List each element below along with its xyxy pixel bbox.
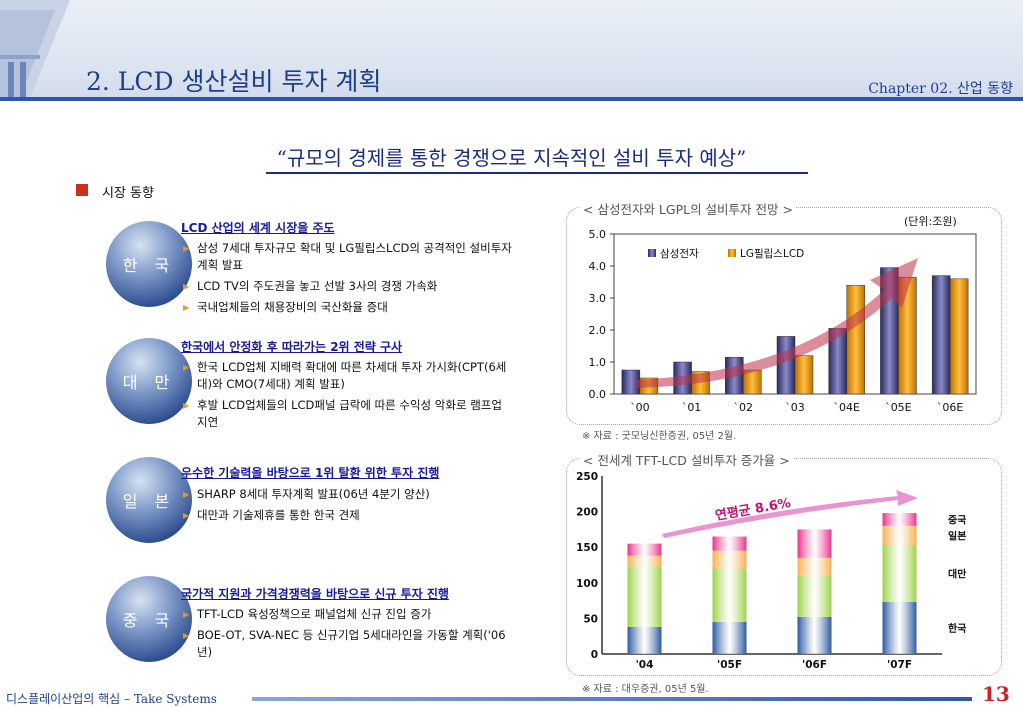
- region-heading-taiwan: 한국에서 안정화 후 따라가는 2위 전략 구사: [181, 340, 403, 354]
- y-tick-label: 250: [576, 471, 598, 483]
- page-title: 2. LCD 생산설비 투자 계획: [86, 67, 382, 96]
- series-label: 한국: [948, 623, 966, 635]
- bullet-item: 한국 LCD업체 지배력 확대에 따른 차세대 투자 가시화(CPT(6세대)와…: [183, 359, 515, 393]
- y-tick-label: 0.0: [589, 388, 607, 401]
- chart1-unit: (단위:조원): [904, 215, 957, 228]
- series-label: 대만: [948, 568, 967, 581]
- stacked-segment-대만: [797, 575, 832, 617]
- investment-forecast-chart: 0.0 1.0 2.0 3.0 4.0 5.0 `00 `01 `02 `03 `04E `05E `0…: [589, 228, 977, 414]
- bar-삼성전자: [776, 336, 796, 395]
- chart1-source: ※ 자료 : 굿모닝신한증권, 05년 2월.: [582, 431, 737, 442]
- bullet-item: 대만과 기술제휴를 통한 한국 견제: [183, 507, 518, 524]
- y-tick-label: 2.0: [589, 324, 607, 337]
- stacked-segment-중국: [797, 529, 832, 558]
- stacked-segment-일본: [627, 555, 662, 567]
- chart1-title: < 삼성전자와 LGPL의 설비투자 전망 >: [580, 199, 796, 218]
- footer-divider: [252, 697, 972, 701]
- growth-arrow: [636, 258, 918, 388]
- region-bullets-china: TFT-LCD 육성정책으로 패널업체 신규 진입 증가 BOE-OT, SVA…: [183, 606, 515, 665]
- bullet-item: 국내업체들의 채용장비의 국산화율 증대: [183, 299, 513, 316]
- x-tick-label: `04E: [833, 401, 859, 414]
- stacked-segment-일본: [797, 557, 832, 576]
- stacked-segment-중국: [712, 536, 747, 551]
- series-label: 일본: [948, 529, 966, 542]
- region-circle-taiwan: 대 만: [106, 338, 192, 424]
- bullet-item: SHARP 8세대 투자계획 발표(06년 4분기 양산): [183, 486, 518, 503]
- chapter-label: Chapter 02. 산업 동향: [868, 81, 1013, 97]
- x-tick-label: '05F: [717, 659, 742, 671]
- x-tick-label: `05E: [885, 401, 911, 414]
- x-tick-label: `00: [630, 401, 650, 414]
- headline-quote: “규모의 경제를 통한 경쟁으로 지속적인 설비 투자 예상”: [276, 146, 747, 170]
- x-tick-label: `02: [734, 401, 754, 414]
- stacked-segment-일본: [712, 550, 747, 569]
- x-tick-label: '07F: [887, 659, 912, 671]
- page-number: 13: [982, 682, 1010, 706]
- stacked-segment-중국: [627, 543, 662, 556]
- legend-label: 삼성전자: [660, 248, 699, 260]
- stacked-segment-한국: [882, 602, 917, 654]
- bar-LG필립스LCD: [949, 278, 969, 395]
- x-tick-label: `06E: [937, 401, 963, 414]
- y-tick-label: 5.0: [589, 228, 607, 241]
- headline-underline: [266, 172, 808, 174]
- stacked-segment-대만: [712, 568, 747, 622]
- legend-swatch: [728, 249, 736, 257]
- stacked-segment-한국: [712, 621, 747, 654]
- header-background: [0, 0, 1023, 98]
- region-circle-japan: 일 본: [106, 457, 192, 543]
- header-divider: [0, 97, 1023, 101]
- bar-LG필립스LCD: [846, 284, 865, 395]
- y-tick-label: 50: [583, 613, 598, 625]
- stacked-segment-일본: [882, 525, 917, 546]
- bullet-item: 후발 LCD업체들의 LCD패널 급락에 따른 수익성 악화로 램프업 지연: [183, 397, 515, 431]
- x-tick-label: `01: [682, 401, 702, 414]
- bar-삼성전자: [931, 275, 951, 395]
- x-tick-label: '04: [636, 659, 654, 671]
- chart2-source: ※ 자료 : 대우증권, 05년 5월.: [582, 684, 709, 695]
- x-tick-label: `03: [785, 401, 805, 414]
- region-circle-china: 중 국: [106, 576, 192, 662]
- header-logo-graphic: [0, 0, 70, 98]
- stacked-segment-한국: [627, 626, 662, 654]
- bullet-item: LCD TV의 주도권을 놓고 선발 3사의 경쟁 가속화: [183, 278, 513, 295]
- growth-arrow: [662, 490, 918, 538]
- bullet-item: TFT-LCD 육성정책으로 패널업체 신규 진입 증가: [183, 606, 515, 623]
- y-tick-label: 1.0: [589, 356, 607, 369]
- stacked-segment-한국: [797, 616, 832, 654]
- bullet-item: 삼성 7세대 투자규모 확대 및 LG필립스LCD의 공격적인 설비투자 계획 …: [183, 240, 513, 274]
- y-tick-label: 100: [576, 578, 598, 590]
- footer-text: 디스플레이산업의 핵심 – Take Systems: [6, 692, 217, 706]
- y-tick-label: 200: [576, 507, 598, 519]
- stacked-segment-대만: [882, 545, 917, 603]
- region-bullets-japan: SHARP 8세대 투자계획 발표(06년 4분기 양산) 대만과 기술제휴를 …: [183, 486, 518, 528]
- bar-LG필립스LCD: [794, 355, 814, 395]
- series-label: 중국: [948, 514, 966, 526]
- stacked-segment-중국: [882, 513, 917, 526]
- legend-swatch: [648, 249, 656, 257]
- y-tick-label: 3.0: [589, 292, 607, 305]
- region-bullets-taiwan: 한국 LCD업체 지배력 확대에 따른 차세대 투자 가시화(CPT(6세대)와…: [183, 359, 515, 435]
- region-heading-japan: 우수한 기술력을 바탕으로 1위 탈환 위한 투자 진행: [181, 466, 440, 480]
- bullet-item: BOE-OT, SVA-NEC 등 신규기업 5세대라인을 가동할 계획('06…: [183, 627, 515, 661]
- x-tick-label: '06F: [802, 659, 827, 671]
- region-heading-china: 국가적 지원과 가격경쟁력을 바탕으로 신규 투자 진행: [181, 587, 449, 601]
- stacked-segment-대만: [627, 566, 662, 627]
- section-square-icon: [76, 184, 88, 196]
- region-bullets-korea: 삼성 7세대 투자규모 확대 및 LG필립스LCD의 공격적인 설비투자 계획 …: [183, 240, 513, 320]
- y-tick-label: 150: [576, 542, 598, 554]
- region-circle-korea: 한 국: [106, 221, 192, 307]
- region-heading-korea: LCD 산업의 세계 시장을 주도: [181, 221, 335, 235]
- y-tick-label: 0: [591, 649, 598, 661]
- legend-label: LG필립스LCD: [740, 247, 804, 260]
- y-tick-label: 4.0: [589, 260, 607, 273]
- chart2-title: < 전세계 TFT-LCD 설비투자 증가율 >: [580, 450, 793, 469]
- section-title: 시장 동향: [102, 186, 154, 201]
